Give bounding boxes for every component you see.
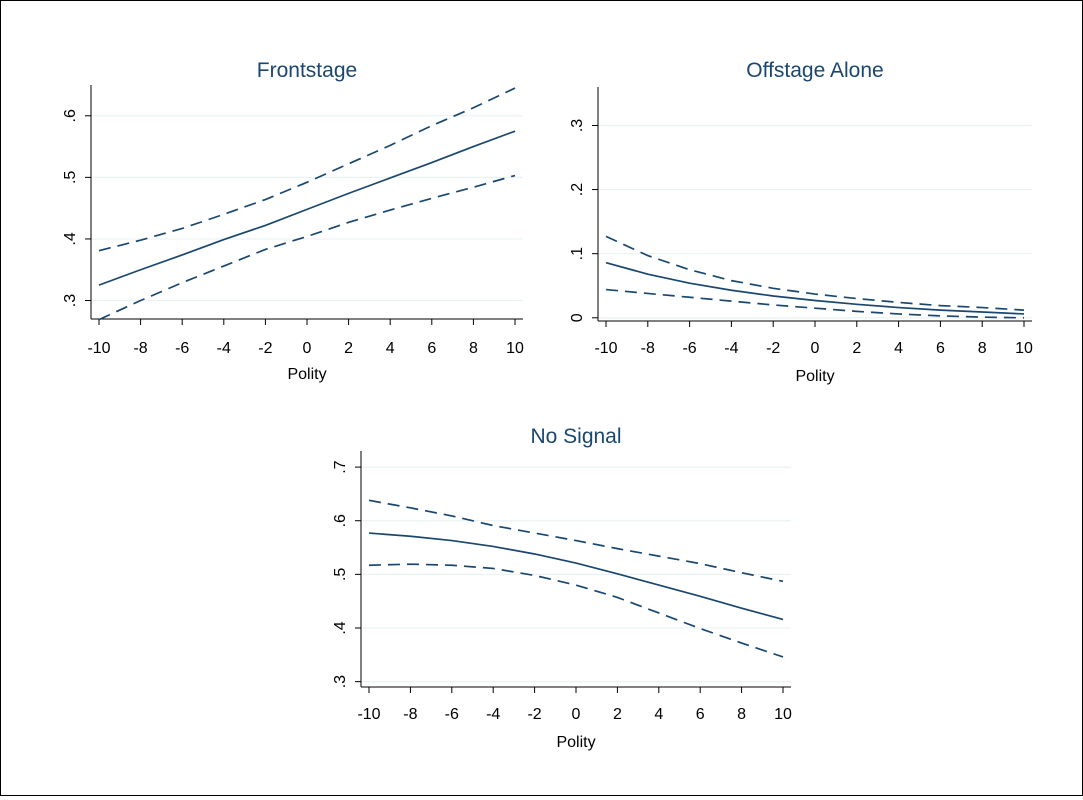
x-axis-title: Polity bbox=[287, 366, 326, 383]
x-tick-label: 4 bbox=[894, 340, 903, 357]
x-tick-label: -4 bbox=[724, 340, 738, 357]
x-tick-label: 2 bbox=[613, 706, 622, 723]
series-line-lower bbox=[368, 563, 784, 658]
x-tick-label: -2 bbox=[258, 340, 272, 357]
x-tick-label: -4 bbox=[217, 340, 231, 357]
y-tick-label: .3 bbox=[332, 675, 349, 688]
panel-title: Frontstage bbox=[257, 59, 357, 82]
x-tick-label: 10 bbox=[1015, 340, 1033, 357]
y-tick-label: .2 bbox=[569, 183, 586, 196]
y-tick-label: .3 bbox=[569, 119, 586, 132]
series-line-upper bbox=[368, 499, 784, 583]
x-tick-label: -6 bbox=[445, 706, 459, 723]
x-axis-title: Polity bbox=[795, 368, 834, 385]
x-tick-label: 2 bbox=[344, 340, 353, 357]
y-tick-label: .6 bbox=[332, 514, 349, 527]
x-tick-label: 6 bbox=[936, 340, 945, 357]
y-tick-label: .5 bbox=[62, 171, 79, 184]
y-tick-label: .5 bbox=[332, 568, 349, 581]
x-axis-title: Polity bbox=[556, 734, 595, 751]
x-tick-label: -10 bbox=[357, 706, 380, 723]
series-line-estimate bbox=[368, 532, 784, 621]
x-tick-label: 10 bbox=[506, 340, 524, 357]
series-line-estimate bbox=[605, 261, 1025, 315]
series-line-estimate bbox=[98, 130, 516, 286]
x-tick-label: 2 bbox=[852, 340, 861, 357]
x-tick-label: -4 bbox=[486, 706, 500, 723]
series-line-lower bbox=[98, 174, 516, 321]
x-tick-label: -8 bbox=[641, 340, 655, 357]
series-line-upper bbox=[605, 235, 1025, 311]
x-tick-label: 0 bbox=[303, 340, 312, 357]
y-tick-label: .3 bbox=[62, 294, 79, 307]
x-tick-label: 6 bbox=[427, 340, 436, 357]
x-tick-label: 8 bbox=[978, 340, 987, 357]
x-tick-label: -10 bbox=[87, 340, 110, 357]
x-tick-label: 6 bbox=[696, 706, 705, 723]
x-tick-label: 0 bbox=[811, 340, 820, 357]
x-tick-label: -6 bbox=[682, 340, 696, 357]
y-tick-label: .4 bbox=[62, 232, 79, 245]
y-tick-label: .6 bbox=[62, 109, 79, 122]
series-line-upper bbox=[98, 87, 516, 252]
x-tick-label: -2 bbox=[766, 340, 780, 357]
y-tick-label: .1 bbox=[569, 247, 586, 260]
x-tick-label: 8 bbox=[737, 706, 746, 723]
series-line-lower bbox=[605, 288, 1025, 319]
chart-panel-3: .3 .4 .5 .6 .7 -10 -8 -6 -4 -2 0 2 4 6 8 10 No Signal Pol… bbox=[332, 425, 792, 751]
panel-title: No Signal bbox=[530, 425, 621, 448]
y-tick-label: .4 bbox=[332, 621, 349, 634]
panel-title: Offstage Alone bbox=[746, 59, 883, 82]
x-tick-label: 4 bbox=[386, 340, 395, 357]
x-tick-label: -10 bbox=[594, 340, 617, 357]
x-tick-label: 0 bbox=[572, 706, 581, 723]
chart-panel-1: .3 .4 .5 .6 -10 -8 -6 -4 -2 0 2 4 6 8 10 Frontstage Poli… bbox=[62, 59, 524, 383]
x-tick-label: -8 bbox=[403, 706, 417, 723]
x-tick-label: -2 bbox=[527, 706, 541, 723]
x-tick-label: -8 bbox=[133, 340, 147, 357]
y-tick-label: 0 bbox=[569, 313, 586, 322]
x-tick-label: 8 bbox=[469, 340, 478, 357]
chart-panel-2: 0 .1 .2 .3 -10 -8 -6 -4 -2 0 2 4 6 8 10 Offstage Alone P… bbox=[569, 59, 1033, 385]
y-tick-label: .7 bbox=[332, 460, 349, 473]
x-tick-label: 4 bbox=[654, 706, 663, 723]
x-tick-label: 10 bbox=[774, 706, 792, 723]
x-tick-label: -6 bbox=[175, 340, 189, 357]
